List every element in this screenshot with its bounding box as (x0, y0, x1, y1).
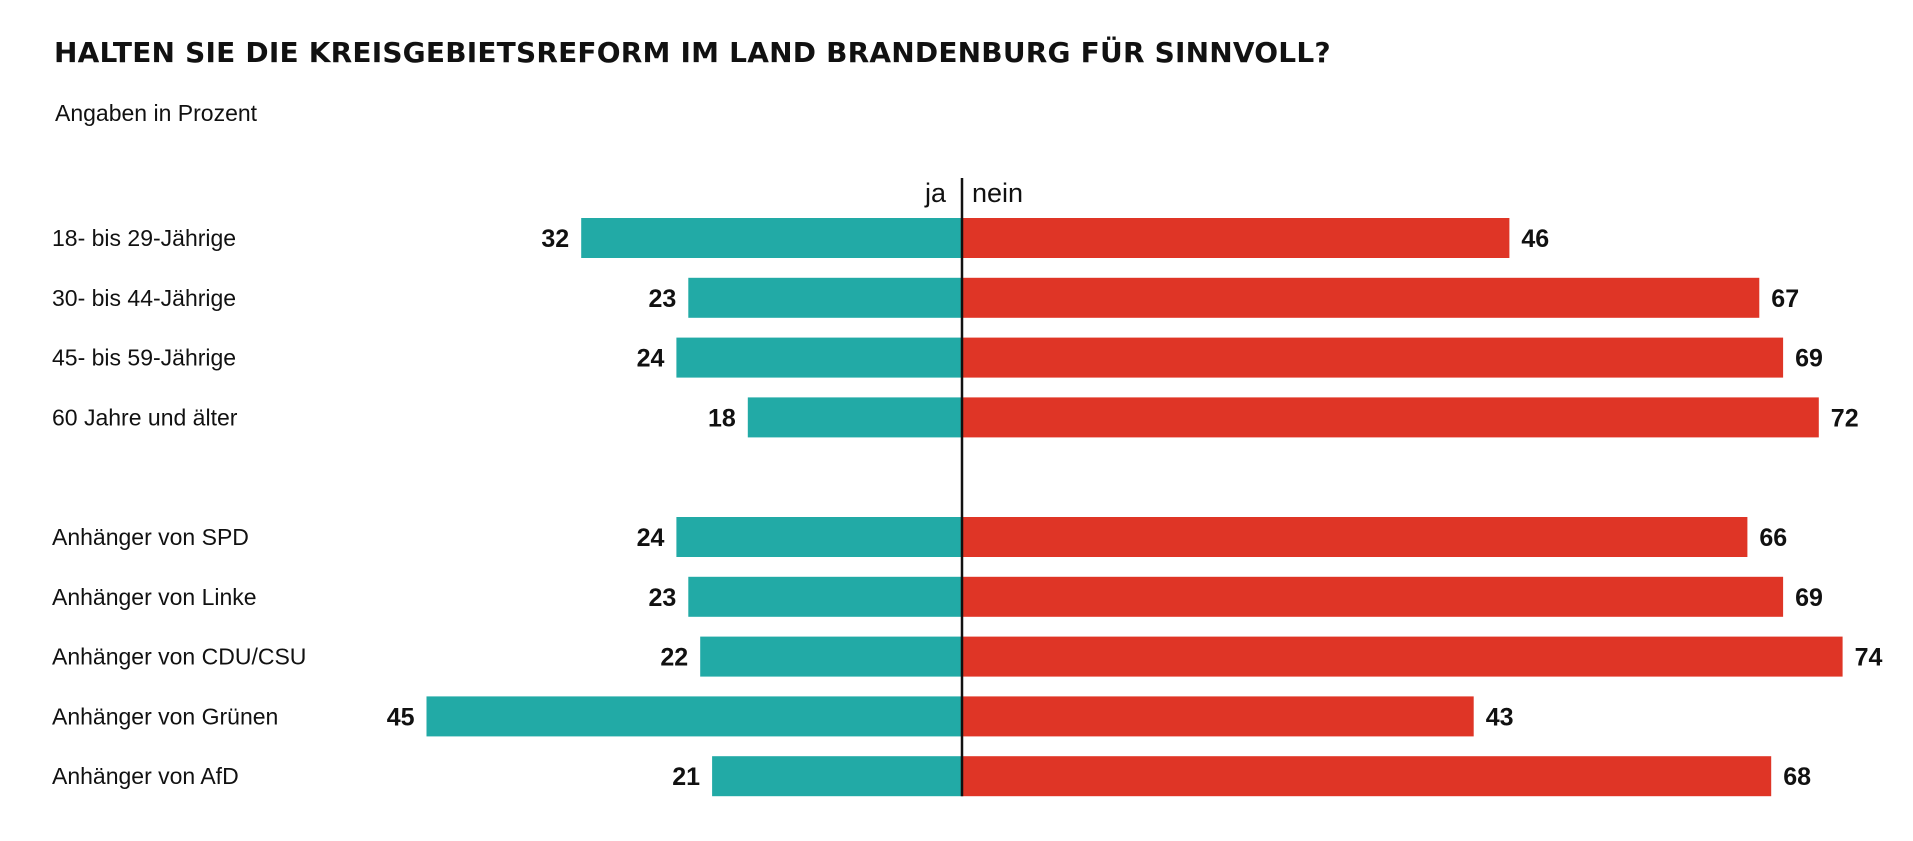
value-label-ja: 21 (672, 763, 700, 791)
value-label-ja: 23 (648, 584, 676, 612)
value-label-nein: 72 (1831, 404, 1859, 432)
value-label-nein: 68 (1783, 763, 1811, 791)
bar-ja (688, 277, 962, 318)
category-label: Anhänger von Linke (52, 584, 257, 610)
value-label-nein: 74 (1855, 644, 1883, 672)
value-label-ja: 22 (660, 644, 688, 672)
bar-nein (962, 277, 1760, 318)
category-label: 30- bis 44-Jährige (52, 285, 236, 311)
value-label-nein: 67 (1771, 285, 1799, 313)
side-label-ja: ja (924, 178, 947, 208)
value-label-ja: 24 (637, 345, 665, 373)
category-label: 45- bis 59-Jährige (52, 345, 236, 371)
bar-nein (962, 218, 1510, 258)
value-label-ja: 32 (541, 225, 569, 253)
bar-nein (962, 517, 1748, 557)
category-label: Anhänger von SPD (52, 524, 249, 550)
category-label: 60 Jahre und älter (52, 404, 238, 430)
bar-ja (688, 576, 962, 617)
category-label: Anhänger von AfD (52, 763, 239, 789)
bar-nein (962, 576, 1784, 617)
value-label-ja: 18 (708, 404, 736, 432)
bar-nein (962, 636, 1843, 677)
bar-ja (581, 218, 962, 258)
value-label-nein: 69 (1795, 345, 1823, 373)
category-label: Anhänger von Grünen (52, 703, 278, 729)
side-label-nein: nein (972, 178, 1023, 208)
bar-ja (747, 397, 962, 438)
category-label: Anhänger von CDU/CSU (52, 644, 306, 670)
bar-nein (962, 337, 1784, 378)
bar-ja (426, 696, 962, 737)
chart-title: HALTEN SIE DIE KREISGEBIETSREFORM IM LAN… (54, 36, 1331, 69)
bar-nein (962, 756, 1772, 797)
bar-ja (676, 517, 962, 557)
value-label-nein: 66 (1759, 524, 1787, 552)
bar-nein (962, 696, 1474, 737)
value-label-nein: 69 (1795, 584, 1823, 612)
value-label-ja: 45 (387, 703, 415, 731)
category-label: 18- bis 29-Jährige (52, 225, 236, 251)
bar-ja (700, 636, 962, 677)
bar-nein (962, 397, 1819, 438)
bar-ja (712, 756, 962, 797)
value-label-nein: 46 (1521, 225, 1549, 253)
value-label-nein: 43 (1486, 703, 1514, 731)
value-label-ja: 23 (648, 285, 676, 313)
value-label-ja: 24 (637, 524, 665, 552)
bar-ja (676, 337, 962, 378)
chart-subtitle: Angaben in Prozent (55, 100, 258, 126)
